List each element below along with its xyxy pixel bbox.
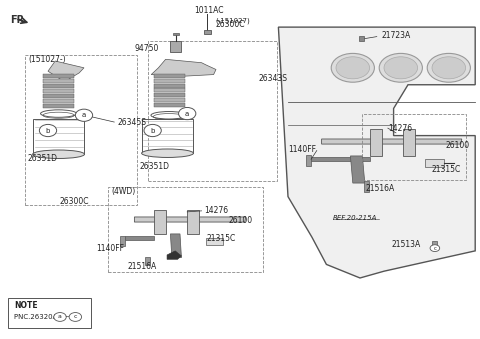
Bar — [120, 236, 125, 246]
Text: (151027-): (151027-) — [29, 55, 66, 64]
Bar — [33, 119, 84, 154]
Ellipse shape — [142, 149, 193, 157]
Text: 26300C: 26300C — [60, 197, 89, 206]
Polygon shape — [151, 59, 216, 76]
Text: REF.20-215A: REF.20-215A — [333, 215, 377, 221]
Bar — [359, 36, 364, 41]
Polygon shape — [134, 217, 246, 222]
Polygon shape — [43, 94, 74, 98]
Polygon shape — [167, 251, 181, 259]
Text: 1140FF: 1140FF — [288, 145, 316, 154]
Ellipse shape — [379, 53, 422, 82]
Text: b: b — [46, 127, 50, 134]
Circle shape — [54, 313, 66, 321]
Circle shape — [39, 124, 57, 137]
Text: 21315C: 21315C — [206, 235, 236, 243]
Text: 26351D: 26351D — [139, 162, 169, 171]
Text: a: a — [185, 111, 189, 117]
Circle shape — [144, 124, 161, 137]
Text: 1011AC: 1011AC — [194, 6, 224, 15]
Text: 26100: 26100 — [228, 216, 252, 225]
Text: 1140FF: 1140FF — [96, 244, 124, 253]
Bar — [425, 159, 444, 167]
Polygon shape — [278, 27, 475, 278]
Polygon shape — [43, 99, 74, 103]
Polygon shape — [43, 79, 74, 83]
Polygon shape — [307, 157, 370, 161]
Polygon shape — [43, 89, 74, 93]
Polygon shape — [43, 74, 74, 78]
Polygon shape — [322, 139, 462, 144]
Bar — [432, 241, 437, 247]
Text: 21516A: 21516A — [366, 184, 395, 193]
Polygon shape — [48, 61, 84, 82]
Text: NOTE: NOTE — [14, 301, 38, 310]
Circle shape — [179, 107, 196, 120]
Bar — [370, 129, 382, 156]
Text: 21513A: 21513A — [391, 240, 420, 249]
Bar — [364, 181, 369, 192]
Text: 14276: 14276 — [388, 124, 412, 133]
Circle shape — [69, 313, 82, 321]
Text: a: a — [58, 315, 62, 319]
Text: 26351D: 26351D — [27, 154, 58, 163]
Text: 26100: 26100 — [445, 141, 469, 150]
Text: 21315C: 21315C — [431, 165, 460, 174]
Text: 21516A: 21516A — [128, 262, 156, 271]
Text: (-151027): (-151027) — [215, 17, 250, 24]
Text: 26345S: 26345S — [118, 118, 146, 127]
Ellipse shape — [427, 53, 470, 82]
Polygon shape — [43, 104, 74, 108]
Ellipse shape — [331, 53, 374, 82]
Polygon shape — [154, 83, 185, 87]
Polygon shape — [43, 84, 74, 88]
Text: c: c — [433, 246, 436, 251]
Bar — [206, 238, 223, 245]
Ellipse shape — [33, 150, 84, 158]
Text: b: b — [150, 127, 155, 134]
Text: 94750: 94750 — [134, 44, 158, 53]
Text: ~: ~ — [64, 314, 70, 320]
Circle shape — [430, 245, 440, 252]
Bar — [154, 210, 166, 234]
Ellipse shape — [336, 57, 370, 79]
Ellipse shape — [432, 57, 466, 79]
Text: c: c — [73, 315, 77, 319]
Bar — [173, 33, 179, 35]
Polygon shape — [154, 103, 185, 107]
Polygon shape — [125, 236, 154, 240]
Polygon shape — [154, 98, 185, 102]
Polygon shape — [154, 93, 185, 97]
Text: 26300C: 26300C — [215, 20, 244, 29]
Circle shape — [75, 109, 93, 121]
Text: 14276: 14276 — [204, 206, 228, 215]
Bar — [170, 41, 181, 52]
Bar — [306, 155, 311, 166]
Text: (4WD): (4WD) — [111, 187, 136, 196]
Text: 21723A: 21723A — [382, 31, 411, 40]
Text: 26343S: 26343S — [258, 74, 287, 83]
Ellipse shape — [384, 57, 418, 79]
Text: FR: FR — [11, 15, 24, 25]
Text: a: a — [82, 112, 86, 118]
Polygon shape — [154, 88, 185, 92]
FancyBboxPatch shape — [8, 298, 91, 328]
Bar — [142, 119, 193, 153]
Bar — [187, 210, 199, 234]
Bar — [204, 30, 211, 34]
Polygon shape — [154, 74, 185, 78]
Polygon shape — [154, 79, 185, 83]
Text: PNC.26320A :: PNC.26320A : — [14, 314, 65, 320]
Polygon shape — [350, 156, 365, 183]
Bar — [145, 257, 150, 265]
Polygon shape — [170, 234, 181, 258]
Bar — [403, 129, 415, 156]
